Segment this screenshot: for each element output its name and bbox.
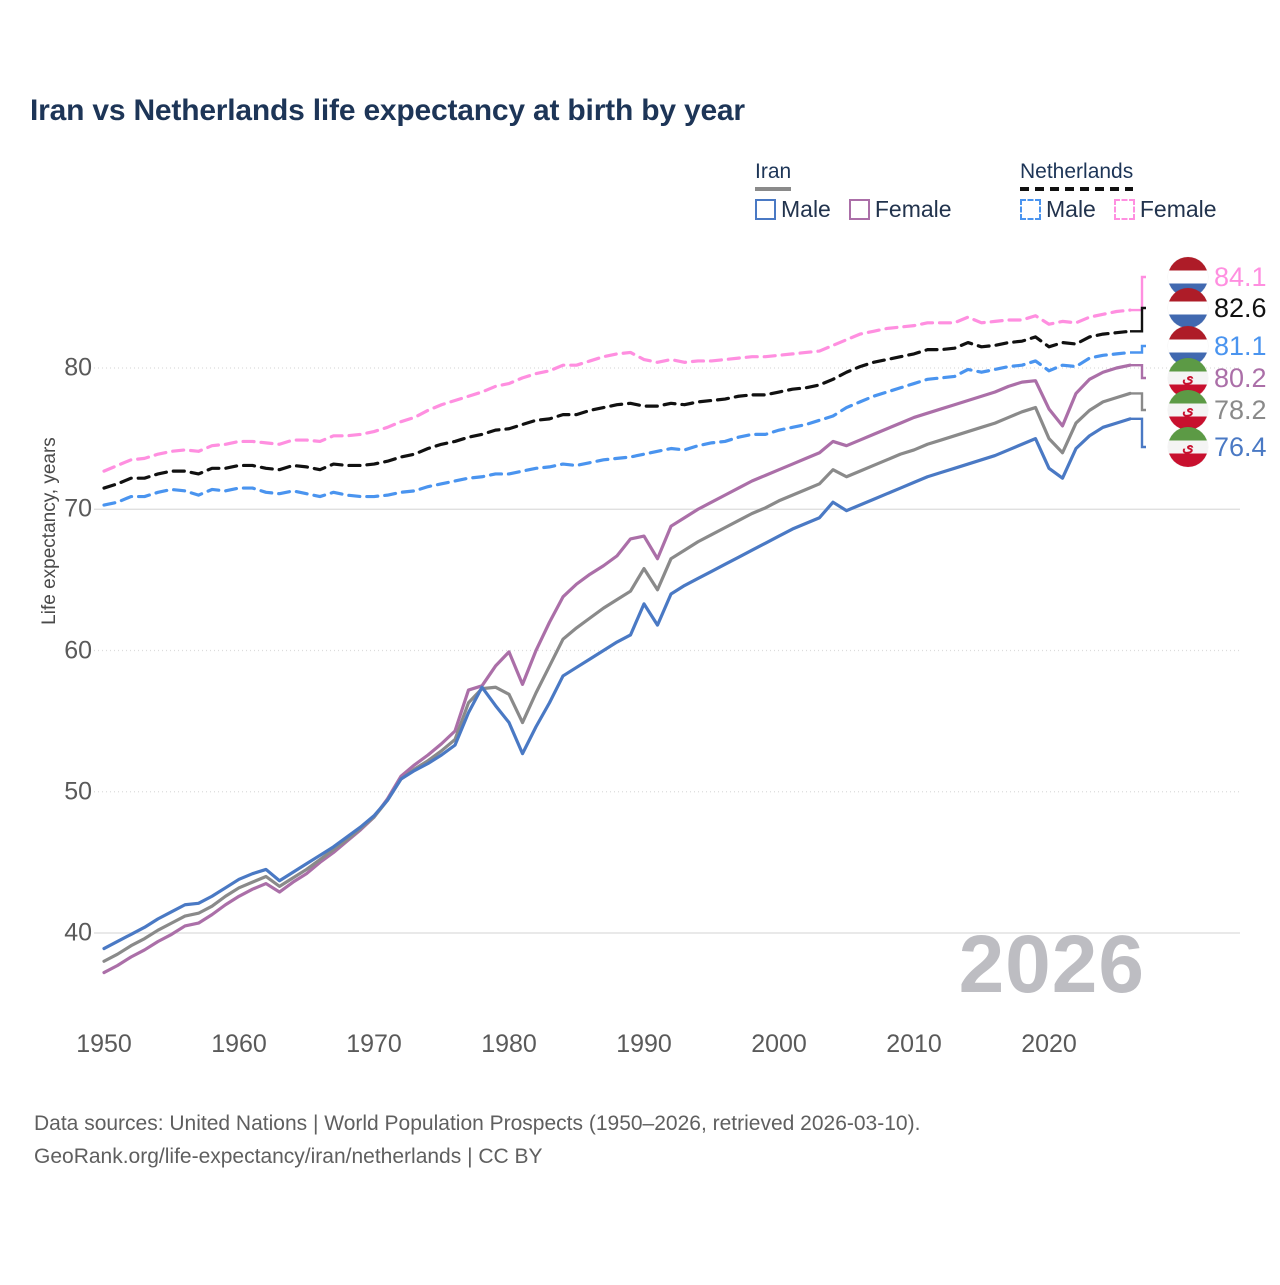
x-axis-tick-label: 2020	[1021, 1030, 1077, 1058]
end-label-connector	[1130, 392, 1146, 412]
end-label-value: 80.2	[1214, 362, 1267, 393]
end-label-iran-both[interactable]: ی 78.2	[1168, 390, 1267, 430]
netherlands-flag-icon	[1168, 288, 1208, 328]
y-axis-tick-label: 60	[64, 636, 92, 664]
legend-item-label: Female	[874, 196, 952, 222]
footer-credits: Data sources: United Nations | World Pop…	[34, 1108, 920, 1173]
end-label-connector	[1130, 344, 1146, 354]
series-line-netherlands-both	[102, 329, 1132, 490]
legend-item-netherlands-male[interactable]: Male	[1020, 196, 1096, 223]
y-axis-tick-label: 40	[64, 918, 92, 947]
x-axis-tick-label: 1970	[346, 1030, 402, 1058]
legend-group-title: Netherlands	[1020, 160, 1134, 183]
end-label-nl-both[interactable]: 82.6	[1168, 288, 1267, 328]
iran-flag-icon: ی	[1168, 390, 1208, 430]
end-label-connector	[1130, 364, 1146, 380]
end-label-nl-male[interactable]: 81.1	[1168, 326, 1267, 366]
legend-swatch-icon	[848, 199, 870, 220]
x-axis-tick-label: 2000	[751, 1030, 807, 1058]
x-axis-tick-label: 1950	[76, 1030, 132, 1058]
legend-item-label: Female	[1139, 196, 1217, 222]
y-axis-label: Life expectancy, years	[39, 437, 60, 625]
end-label-value: 78.2	[1214, 394, 1267, 425]
x-axis-tick-label: 1990	[616, 1030, 672, 1058]
page-title: Iran vs Netherlands life expectancy at b…	[30, 94, 745, 127]
series-line-iran-both	[102, 391, 1132, 963]
legend-group-title: Iran	[755, 160, 792, 183]
legend-swatch-icon	[1113, 199, 1135, 220]
y-axis-tick-label: 80	[64, 353, 92, 382]
end-label-iran-male[interactable]: ی 76.4	[1168, 427, 1267, 467]
iran-emblem-icon: ی	[1182, 401, 1194, 419]
iran-emblem-icon: ی	[1182, 369, 1194, 387]
end-label-value: 84.1	[1214, 261, 1267, 292]
legend-item-iran-male[interactable]: Male	[755, 196, 831, 223]
end-label-value: 76.4	[1214, 431, 1267, 462]
series-line-iran-female	[102, 363, 1132, 975]
legend-swatch-icon	[755, 199, 776, 220]
series-line-iran-male	[102, 417, 1132, 951]
footer-line-1: Data sources: United Nations | World Pop…	[34, 1112, 921, 1135]
legend-item-label: Male	[781, 196, 831, 222]
series-line-netherlands-male	[102, 350, 1132, 507]
iran-emblem-icon: ی	[1182, 438, 1194, 456]
x-axis-tick-label: 1960	[211, 1030, 267, 1058]
end-label-connector	[1130, 417, 1146, 449]
legend-item-netherlands-female[interactable]: Female	[1113, 196, 1217, 223]
legend-group-netherlands: Netherlands Male Female	[1020, 160, 1217, 223]
iran-flag-icon: ی	[1168, 427, 1208, 467]
chart-legend: Iran Male Female Netherlands Male Female	[755, 160, 1255, 235]
legend-group-iran: Iran Male Female	[755, 160, 952, 223]
end-label-connector	[1130, 306, 1146, 333]
end-label-value: 82.6	[1214, 292, 1267, 323]
legend-item-iran-female[interactable]: Female	[848, 196, 952, 223]
series-line-netherlands-female	[102, 308, 1132, 473]
y-axis-tick-label: 50	[64, 777, 92, 806]
legend-group-rule	[1020, 187, 1134, 191]
legend-group-rule	[755, 187, 792, 191]
legend-swatch-icon	[1020, 199, 1041, 220]
end-label-value: 81.1	[1214, 330, 1267, 361]
year-watermark: 2026	[958, 919, 1145, 1010]
x-axis-tick-label: 2010	[886, 1030, 942, 1058]
end-label-connector	[1130, 275, 1146, 312]
x-axis-tick-label: 1980	[481, 1030, 537, 1058]
legend-item-label: Male	[1046, 196, 1096, 222]
y-axis-tick-label: 70	[64, 494, 92, 523]
footer-line-2: GeoRank.org/life-expectancy/iran/netherl…	[34, 1144, 543, 1168]
